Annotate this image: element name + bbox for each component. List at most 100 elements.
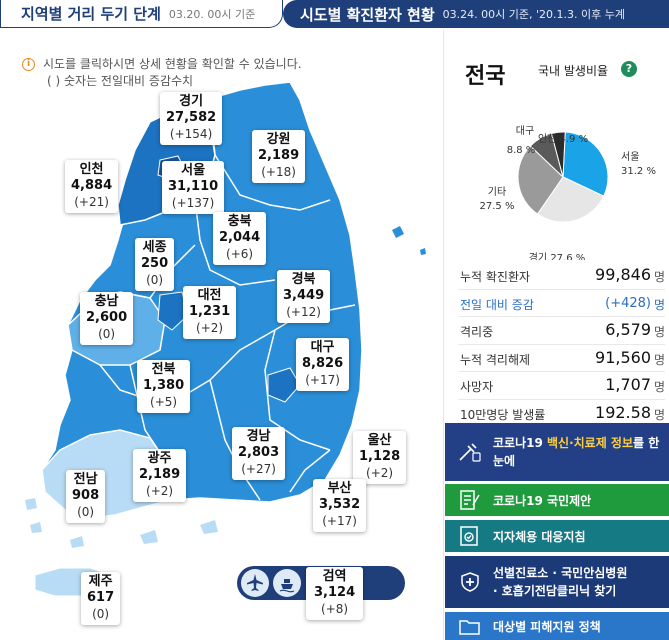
clinic-finder-banner[interactable]: 선별진료소 · 국민안심병원 · 호흡기전담클리닉 찾기 <box>445 556 669 608</box>
region-busan[interactable]: 부산 3,532 (+17) <box>313 479 367 532</box>
stat-unit: 명 <box>653 325 665 339</box>
region-count: 3,449 <box>283 288 325 303</box>
pie-slice-2 <box>517 145 564 215</box>
region-name: 경남 <box>246 429 271 444</box>
ship-icon <box>279 579 295 593</box>
stat-row-isolated: 격리중 6,579 명 <box>458 317 665 345</box>
top-bar: 지역별 거리 두기 단계 03.20. 00시 기준 시도별 확진환자 현황 0… <box>0 0 669 30</box>
region-count: 3,124 <box>314 585 356 600</box>
region-gyeongnam[interactable]: 경남 2,803 (+27) <box>232 427 286 480</box>
tab-distancing-level[interactable]: 지역별 거리 두기 단계 03.20. 00시 기준 <box>0 0 283 28</box>
stat-label: 누적 확진환자 <box>460 270 531 284</box>
region-count: 27,582 <box>166 110 217 125</box>
region-count: 4,884 <box>71 178 113 193</box>
folder-icon <box>459 620 480 635</box>
stat-value: 6,579 <box>605 320 651 339</box>
stat-value: 1,707 <box>605 375 651 394</box>
pie-pct-0: 31.2 % <box>621 166 656 177</box>
region-daejeon[interactable]: 대전 1,231 (+2) <box>183 286 237 339</box>
daejeon-shape <box>157 291 189 331</box>
region-count: 2,189 <box>258 148 300 163</box>
region-chungbuk[interactable]: 충북 2,044 (+6) <box>213 212 267 265</box>
region-delta: (+21) <box>74 195 109 209</box>
region-count: 2,803 <box>238 445 280 460</box>
proposal-banner-text: 코로나19 국민제안 <box>493 493 592 508</box>
region-gangwon[interactable]: 강원 2,189 (+18) <box>252 130 306 183</box>
domestic-ratio-pie: 서울 31.2 % 경기 27.6 % 기타 27.5 % 대구 8.8 %인천 4.9 % <box>480 125 656 260</box>
vaccine-info-banner[interactable]: 코로나19 백신·치료제 정보를 한눈에 <box>445 423 669 481</box>
syringe-icon <box>459 443 481 462</box>
region-ulsan[interactable]: 울산 1,128 (+2) <box>353 431 407 484</box>
region-delta: (0) <box>146 273 164 287</box>
region-delta: (0) <box>77 505 95 519</box>
help-icon[interactable]: ? <box>621 61 637 77</box>
region-delta: (+18) <box>261 165 296 179</box>
stat-unit: 명 <box>653 407 665 422</box>
region-name: 전북 <box>151 362 176 377</box>
region-seoul[interactable]: 서울 31,110 (+137) <box>162 161 225 214</box>
domestic-ratio-label: 국내 발생비율 <box>538 64 609 78</box>
region-jeju[interactable]: 제주 617 (0) <box>81 572 121 625</box>
region-daegu[interactable]: 대구 8,826 (+17) <box>296 338 350 391</box>
region-delta: (+27) <box>241 462 276 476</box>
region-jeonbuk[interactable]: 전북 1,380 (+5) <box>137 360 191 413</box>
stat-row-deaths: 사망자 1,707 명 <box>458 372 665 400</box>
region-count: 8,826 <box>302 356 344 371</box>
policy-banner-text: 대상별 피해지원 정책 <box>493 619 601 634</box>
notice-line-1: 시도를 클릭하시면 상세 현황을 확인할 수 있습니다. <box>43 57 302 71</box>
stat-label: 사망자 <box>460 380 494 394</box>
region-name: 검역 <box>322 569 347 584</box>
stat-row-incidence: 10만명당 발생률 192.58 명 <box>458 400 665 428</box>
region-count: 250 <box>141 256 169 271</box>
pie-label-2: 기타 <box>488 186 506 198</box>
region-gwangju[interactable]: 광주 2,189 (+2) <box>133 449 187 502</box>
pie-label-1: 경기 27.6 % <box>529 251 586 260</box>
citizen-proposal-banner[interactable]: 코로나19 국민제안 <box>445 484 669 516</box>
stat-row-released: 누적 격리해제 91,560 명 <box>458 345 665 372</box>
region-delta: (+6) <box>226 247 254 261</box>
region-name: 대구 <box>310 340 335 355</box>
stat-label: 누적 격리해제 <box>460 352 531 367</box>
region-name: 광주 <box>147 451 172 466</box>
airport-button[interactable] <box>241 569 269 597</box>
region-delta: (0) <box>92 607 110 621</box>
region-chungnam[interactable]: 충남 2,600 (0) <box>80 292 134 345</box>
map-area: i 시도를 클릭하시면 상세 현황을 확인할 수 있습니다. ( ) 숫자는 전일… <box>0 30 444 640</box>
region-count: 2,600 <box>86 310 128 325</box>
region-name: 서울 <box>181 163 206 178</box>
port-button[interactable] <box>273 569 301 597</box>
stat-unit: 명 <box>653 270 665 284</box>
clinic-banner-text: 선별진료소 · 국민안심병원 · 호흡기전담클리닉 찾기 <box>493 566 628 598</box>
region-name: 제주 <box>88 574 113 589</box>
region-name: 충북 <box>227 214 252 229</box>
document-edit-icon <box>460 490 480 510</box>
info-icon: i <box>22 58 35 71</box>
damage-support-banner[interactable]: 대상별 피해지원 정책 <box>445 612 669 640</box>
region-name: 대전 <box>197 288 222 303</box>
local-guideline-banner[interactable]: 지자체용 대응지침 <box>445 520 669 552</box>
guideline-banner-text: 지자체용 대응지침 <box>493 529 586 544</box>
region-delta: (+8) <box>321 602 349 616</box>
guideline-doc-icon <box>460 526 478 546</box>
daegu-shape <box>267 367 301 403</box>
region-name: 강원 <box>266 132 291 147</box>
region-incheon[interactable]: 인천 4,884 (+21) <box>65 160 119 213</box>
national-stats: 누적 확진환자 99,846 명 전일 대비 증감 (+428) 명 격리중 6… <box>458 262 665 427</box>
stat-label: 전일 대비 증감 <box>460 297 534 312</box>
stat-unit: 명 <box>653 352 665 367</box>
region-delta: (+2) <box>146 484 174 498</box>
region-gyeongbuk[interactable]: 경북 3,449 (+12) <box>277 270 331 323</box>
national-panel: 전국 국내 발생비율 ? 서울 31.2 % 경기 27.6 % 기타 27.5 % 대구… <box>445 30 669 640</box>
region-sejong[interactable]: 세종 250 (0) <box>135 238 175 291</box>
region-quarantine[interactable]: 검역 3,124 (+8) <box>306 567 364 620</box>
region-jeonnam[interactable]: 전남 908 (0) <box>66 470 106 523</box>
region-gyeonggi[interactable]: 경기 27,582 (+154) <box>160 92 223 145</box>
map-notice: i 시도를 클릭하시면 상세 현황을 확인할 수 있습니다. ( ) 숫자는 전일… <box>22 56 302 90</box>
stat-value: 91,560 <box>595 347 651 367</box>
tab-confirmed-status[interactable]: 시도별 확진환자 현황 03.24. 00시 기준, '20.1.3. 이후 누… <box>283 0 669 28</box>
region-name: 세종 <box>142 240 167 255</box>
region-delta: (+12) <box>286 305 321 319</box>
pie-label-3: 대구 <box>516 125 534 137</box>
region-delta: (+17) <box>322 514 357 528</box>
hospital-shield-icon <box>461 572 479 592</box>
